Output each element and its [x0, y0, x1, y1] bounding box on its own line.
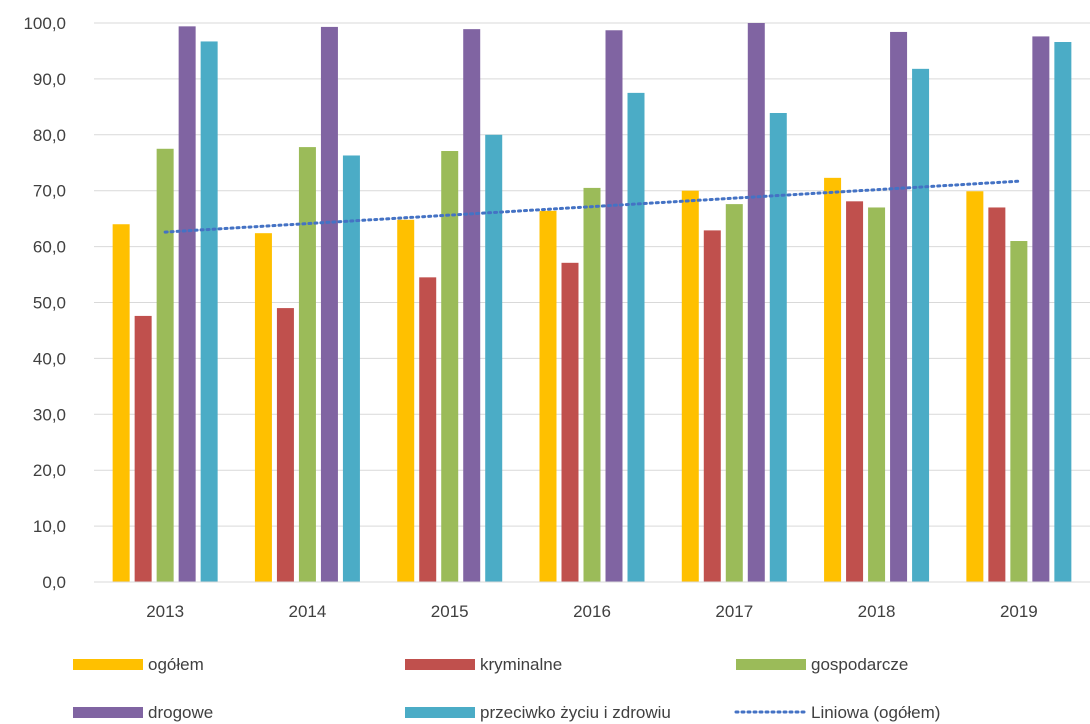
- y-tick-label: 70,0: [33, 182, 66, 201]
- bar-gospodarcze-2017: [725, 204, 743, 582]
- bars: [112, 23, 1072, 583]
- bar-przeciwko-życiu-i-zdrowiu-2015: [485, 134, 503, 583]
- bar-drogowe-2013: [178, 26, 196, 582]
- x-axis-ticks: 2013 2014 2015 2016 2017 2018 2019: [146, 602, 1038, 621]
- legend: ogółem kryminalne gospodarcze drogowe przeci…: [73, 655, 940, 722]
- y-tick-label: 50,0: [33, 294, 66, 313]
- bar-drogowe-2017: [747, 23, 765, 582]
- legend-label: gospodarcze: [811, 655, 908, 674]
- bar-drogowe-2018: [890, 31, 908, 583]
- x-tick-label: 2018: [858, 602, 896, 621]
- bar-kryminalne-2016: [561, 262, 579, 582]
- legend-swatch: [405, 659, 475, 670]
- y-tick-label: 10,0: [33, 517, 66, 536]
- bar-kryminalne-2014: [276, 308, 294, 582]
- legend-label: ogółem: [148, 655, 204, 674]
- bar-drogowe-2014: [320, 26, 338, 582]
- legend-swatch: [736, 659, 806, 670]
- y-tick-label: 60,0: [33, 238, 66, 257]
- bar-drogowe-2015: [463, 29, 481, 583]
- legend-label: kryminalne: [480, 655, 562, 674]
- bar-ogółem-2019: [966, 191, 984, 582]
- y-tick-label: 100,0: [23, 14, 66, 33]
- x-tick-label: 2015: [431, 602, 469, 621]
- legend-swatch: [73, 659, 143, 670]
- trendline: [163, 179, 1021, 234]
- y-tick-label: 40,0: [33, 349, 66, 368]
- legend-label: Liniowa (ogółem): [811, 703, 940, 722]
- y-tick-label: 30,0: [33, 405, 66, 424]
- bar-przeciwko-życiu-i-zdrowiu-2017: [769, 112, 787, 583]
- x-tick-label: 2013: [146, 602, 184, 621]
- bar-gospodarcze-2014: [298, 147, 316, 582]
- bar-kryminalne-2018: [846, 201, 864, 583]
- y-tick-label: 20,0: [33, 461, 66, 480]
- x-tick-label: 2019: [1000, 602, 1038, 621]
- x-tick-label: 2016: [573, 602, 611, 621]
- bar-ogółem-2015: [397, 219, 415, 582]
- bar-ogółem-2014: [254, 233, 272, 582]
- y-axis-ticks: 0,0 10,0 20,0 30,0 40,0 50,0 60,0 70,0 80,0 90,0 1…: [23, 14, 66, 592]
- bar-kryminalne-2019: [988, 207, 1006, 582]
- bar-gospodarcze-2019: [1010, 241, 1028, 582]
- bar-ogółem-2013: [112, 224, 130, 583]
- bar-drogowe-2019: [1032, 36, 1050, 582]
- bar-przeciwko-życiu-i-zdrowiu-2019: [1054, 42, 1072, 583]
- bar-przeciwko-życiu-i-zdrowiu-2013: [200, 41, 218, 582]
- bar-kryminalne-2015: [419, 277, 437, 582]
- x-tick-label: 2014: [289, 602, 327, 621]
- x-tick-label: 2017: [715, 602, 753, 621]
- legend-swatch: [73, 707, 143, 718]
- bar-gospodarcze-2015: [441, 151, 459, 583]
- legend-label: drogowe: [148, 703, 213, 722]
- bar-kryminalne-2017: [703, 230, 721, 582]
- bar-ogółem-2017: [681, 190, 699, 582]
- bar-gospodarcze-2018: [868, 207, 886, 582]
- bar-ogółem-2018: [824, 177, 842, 582]
- bar-przeciwko-życiu-i-zdrowiu-2018: [912, 68, 930, 582]
- bar-przeciwko-życiu-i-zdrowiu-2016: [627, 92, 645, 582]
- y-tick-label: 80,0: [33, 126, 66, 145]
- legend-swatch: [405, 707, 475, 718]
- y-tick-label: 0,0: [42, 573, 66, 592]
- bar-drogowe-2016: [605, 30, 623, 582]
- bar-przeciwko-życiu-i-zdrowiu-2014: [342, 155, 360, 582]
- bar-kryminalne-2013: [134, 315, 152, 582]
- bar-ogółem-2016: [539, 210, 557, 582]
- bar-gospodarcze-2016: [583, 187, 601, 582]
- bar-gospodarcze-2013: [156, 148, 174, 582]
- legend-label: przeciwko życiu i zdrowiu: [480, 703, 671, 722]
- y-tick-label: 90,0: [33, 70, 66, 89]
